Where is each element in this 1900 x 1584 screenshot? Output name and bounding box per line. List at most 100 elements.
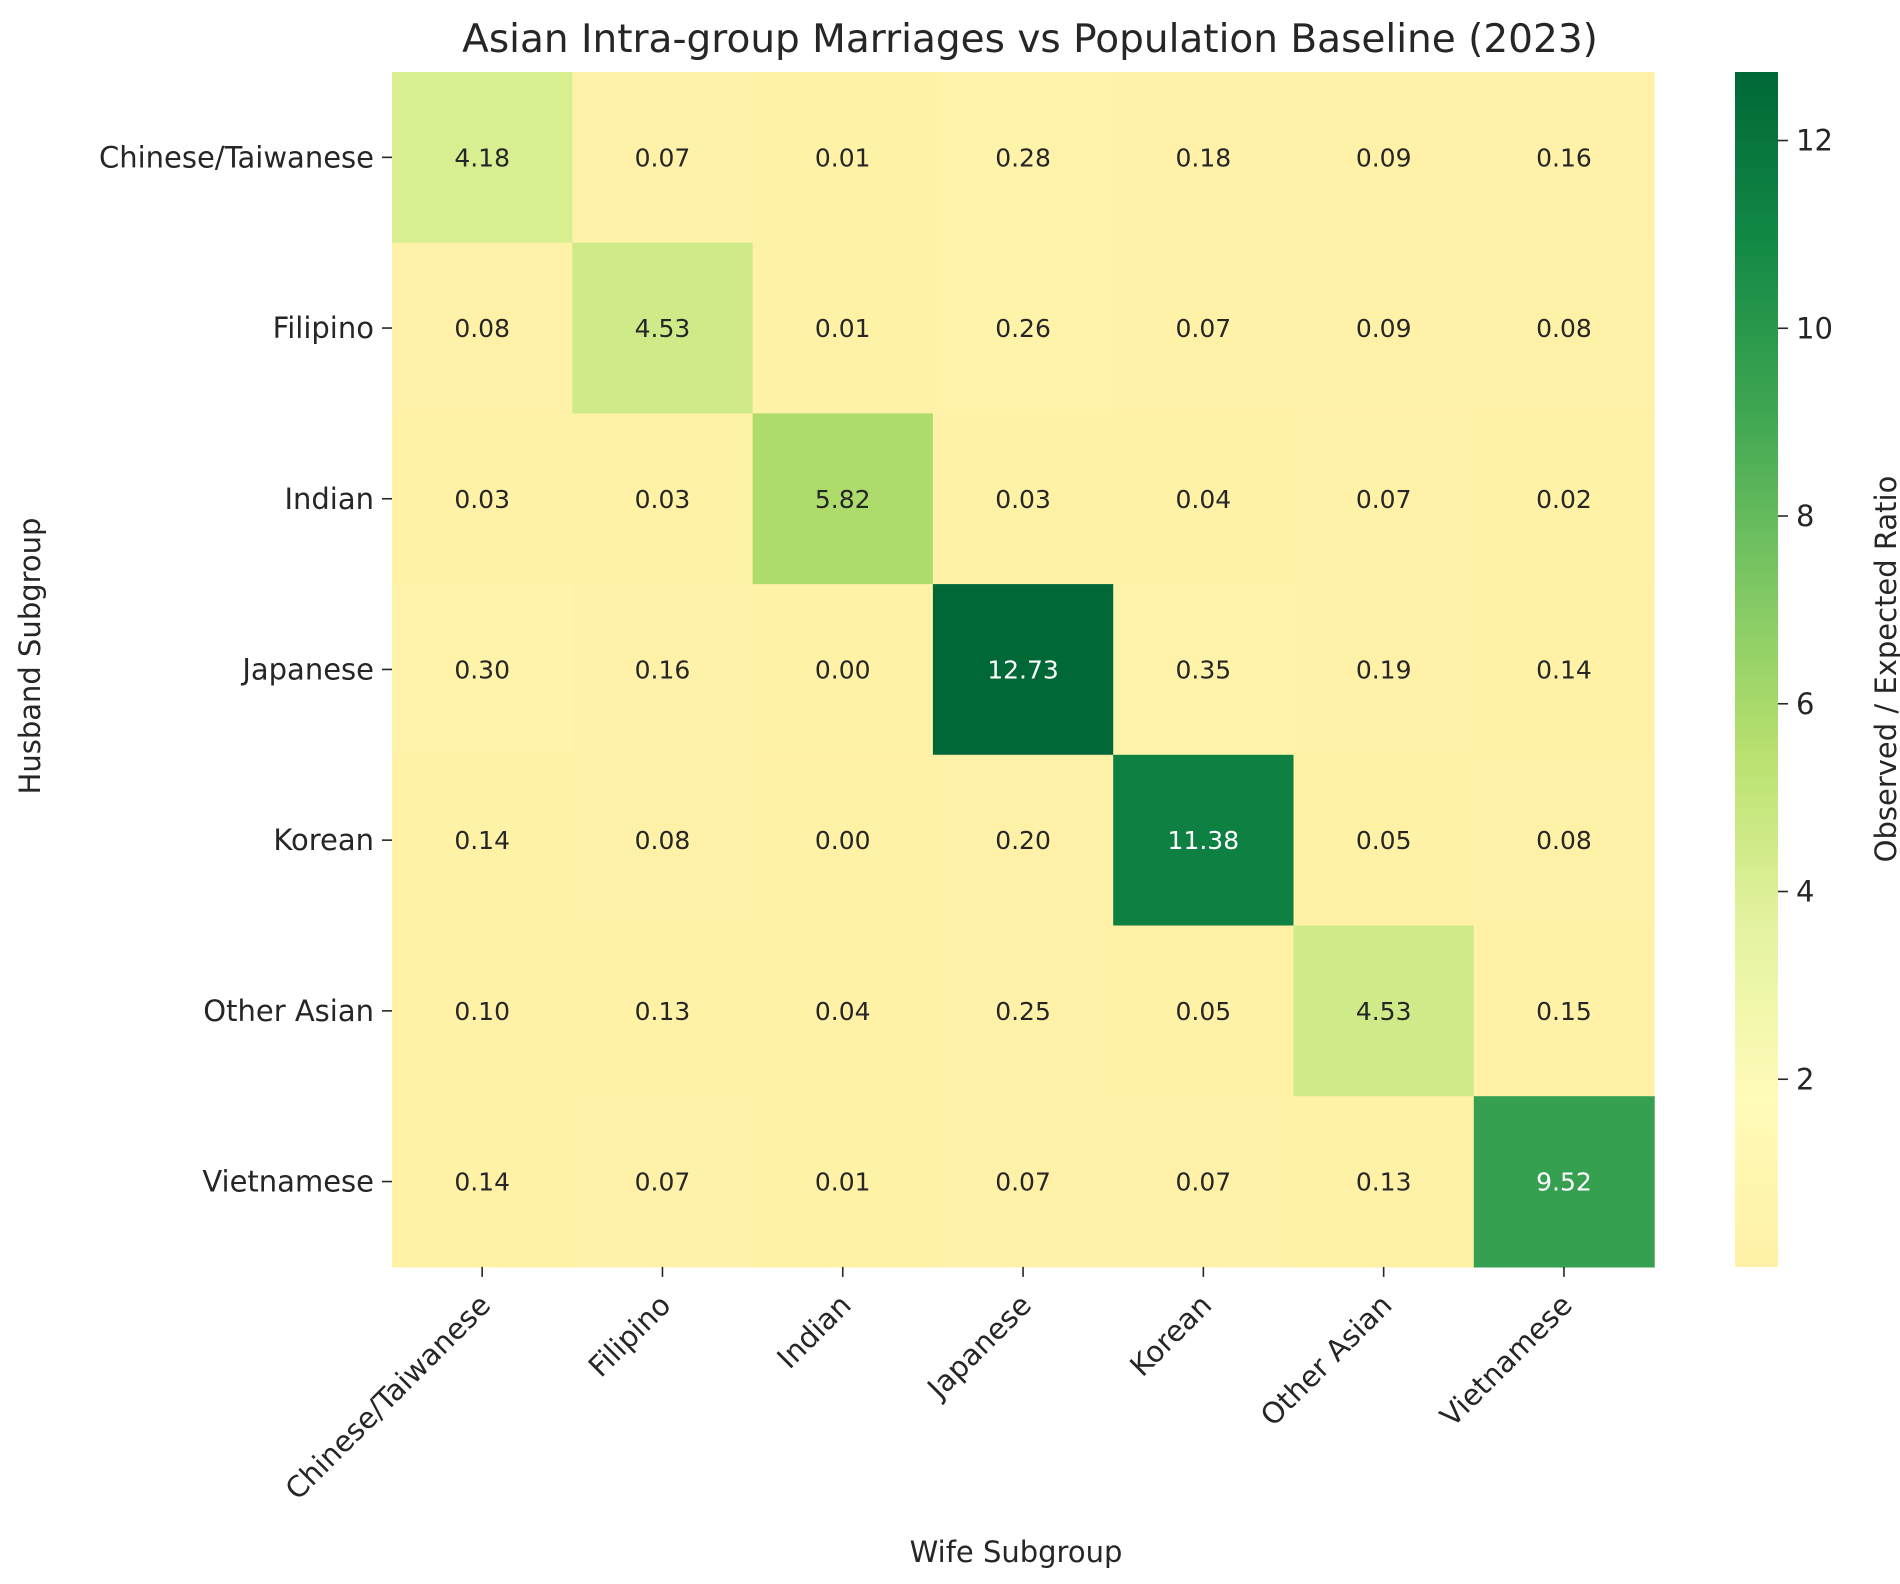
heatmap-cell-label: 0.07 — [1176, 1168, 1232, 1197]
heatmap-cell — [752, 242, 934, 414]
heatmap-cell — [1113, 1096, 1295, 1268]
heatmap-cell — [752, 584, 934, 756]
heatmap-cell-label: 0.16 — [635, 655, 691, 684]
heatmap-cell — [572, 413, 754, 585]
heatmap-cell — [932, 72, 1114, 244]
x-tick-label: Korean — [1123, 1288, 1218, 1383]
heatmap-cell — [1113, 754, 1295, 927]
heatmap-cell — [392, 413, 573, 585]
heatmap-cell — [392, 1096, 573, 1268]
x-tick-label: Chinese/Taiwanese — [279, 1288, 498, 1507]
heatmap-cell-label: 0.09 — [1356, 314, 1412, 343]
heatmap-cell — [1473, 242, 1655, 414]
heatmap-cell — [1473, 1096, 1655, 1268]
heatmap-cell — [932, 754, 1114, 927]
heatmap-cell — [392, 72, 573, 244]
heatmap-cell — [752, 72, 934, 244]
colorbar-tick-label: 6 — [1796, 687, 1814, 721]
heatmap-cell-label: 0.26 — [995, 314, 1051, 343]
colorbar-tick-label: 12 — [1796, 124, 1833, 158]
y-tick-label: Filipino — [273, 311, 374, 345]
heatmap-cell — [932, 413, 1114, 585]
colorbar-tick-label: 8 — [1796, 499, 1814, 533]
heatmap-cell — [572, 925, 754, 1097]
heatmap-cell-label: 0.30 — [454, 655, 510, 684]
x-tick-label: Indian — [770, 1288, 857, 1375]
heatmap-cell-label: 0.35 — [1176, 655, 1232, 684]
heatmap-cell — [1113, 413, 1295, 585]
heatmap-cell-label: 0.08 — [635, 826, 691, 855]
heatmap-cell — [1473, 413, 1655, 585]
heatmap-cell — [1473, 925, 1655, 1097]
colorbar-ticks: 2 4 6 8 10 12 — [1778, 124, 1833, 1096]
heatmap-cell-label: 0.07 — [995, 1168, 1051, 1197]
heatmap-cell-label: 0.03 — [454, 485, 510, 514]
heatmap-cell-label: 0.14 — [1536, 655, 1592, 684]
heatmap-cell — [1293, 925, 1475, 1097]
heatmap-cell-label: 4.18 — [454, 143, 510, 172]
x-tick-label: Filipino — [582, 1288, 678, 1384]
heatmap-cell-label: 5.82 — [815, 485, 871, 514]
heatmap-cell — [1473, 584, 1655, 756]
heatmap-cell — [1473, 72, 1655, 244]
heatmap-cell-label: 0.01 — [815, 314, 871, 343]
x-tick-label: Vietnamese — [1433, 1288, 1578, 1433]
heatmap-cell-label: 0.01 — [815, 1168, 871, 1197]
heatmap-cells — [392, 72, 1655, 1268]
heatmap-cell-label: 0.14 — [454, 826, 510, 855]
x-axis-ticks: Chinese/Taiwanese Filipino Indian Japanese K… — [279, 1266, 1579, 1507]
heatmap-cell-label: 0.25 — [995, 997, 1051, 1026]
heatmap-cell-label: 0.08 — [1536, 826, 1592, 855]
heatmap-cell-label: 0.03 — [635, 485, 691, 514]
heatmap-cell — [1113, 925, 1295, 1097]
x-tick-label: Other Asian — [1254, 1288, 1399, 1433]
heatmap-cell-label: 0.04 — [815, 997, 871, 1026]
heatmap-cell — [1293, 72, 1475, 244]
heatmap-cell — [1293, 413, 1475, 585]
heatmap-cell — [752, 413, 934, 585]
heatmap-cell-label: 0.00 — [815, 826, 871, 855]
heatmap-cell — [932, 584, 1114, 756]
y-tick-label: Vietnamese — [202, 1165, 374, 1199]
heatmap-cell — [932, 1096, 1114, 1268]
heatmap-cell-label: 0.13 — [1356, 1168, 1412, 1197]
heatmap-cell — [572, 584, 754, 756]
heatmap-cell — [1293, 242, 1475, 414]
colorbar-label: Observed / Expected Ratio — [1869, 476, 1900, 863]
heatmap-cell — [752, 754, 934, 927]
heatmap-cell-label: 0.07 — [635, 143, 691, 172]
heatmap-cell-label: 0.07 — [1176, 314, 1232, 343]
heatmap-cell-label: 0.15 — [1536, 997, 1592, 1026]
y-axis-label: Husband Subgroup — [13, 518, 47, 795]
heatmap-cell — [572, 72, 754, 244]
heatmap-cell-label: 0.28 — [995, 143, 1051, 172]
heatmap-cell-label: 0.02 — [1536, 485, 1592, 514]
heatmap-cell-label: 0.09 — [1356, 143, 1412, 172]
heatmap-cell-label: 0.03 — [995, 485, 1051, 514]
heatmap-cell — [1293, 754, 1475, 927]
heatmap-cell-label: 0.05 — [1356, 826, 1412, 855]
x-tick-label: Japanese — [919, 1288, 1038, 1407]
y-axis-ticks: Chinese/Taiwanese Filipino Indian Japanese K… — [99, 140, 392, 1199]
x-axis-label: Wife Subgroup — [910, 1535, 1123, 1569]
y-tick-label: Korean — [273, 823, 374, 857]
heatmap-cell-label: 12.73 — [987, 655, 1059, 684]
heatmap-cell-label: 9.52 — [1536, 1168, 1592, 1197]
heatmap-cell-label: 0.05 — [1176, 997, 1232, 1026]
heatmap-cell-label: 0.16 — [1536, 143, 1592, 172]
y-tick-label: Chinese/Taiwanese — [99, 140, 374, 174]
heatmap-cell — [392, 242, 573, 414]
colorbar-tick-label: 2 — [1796, 1062, 1814, 1096]
heatmap-cell-label: 0.04 — [1176, 485, 1232, 514]
heatmap-cell-label: 0.20 — [995, 826, 1051, 855]
heatmap-cell-label: 0.10 — [454, 997, 510, 1026]
heatmap-cell — [1113, 584, 1295, 756]
heatmap-cell-label: 11.38 — [1168, 826, 1240, 855]
heatmap-cell — [392, 584, 573, 756]
colorbar-tick-label: 10 — [1796, 311, 1833, 345]
chart-title: Asian Intra-group Marriages vs Populatio… — [462, 17, 1598, 62]
heatmap-cell — [392, 925, 573, 1097]
heatmap-cell-label: 0.19 — [1356, 655, 1412, 684]
